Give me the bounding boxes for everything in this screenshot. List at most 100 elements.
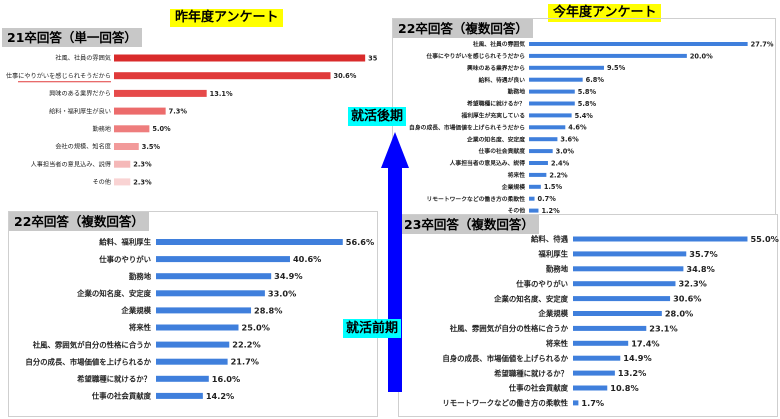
bar xyxy=(529,101,575,106)
category-label: 給料、待遇が良い xyxy=(479,76,526,84)
bar xyxy=(573,296,671,302)
category-label: 勤務地 xyxy=(508,88,526,96)
category-label: 企業規模 xyxy=(501,183,525,191)
category-label: 企業規模 xyxy=(120,306,151,315)
category-label: 希望職種に就けるか？ xyxy=(493,369,568,378)
category-label: 希望職種に就けるか？ xyxy=(467,100,525,108)
category-label: 将来性 xyxy=(546,339,569,348)
value-label: 2.4% xyxy=(551,159,570,167)
category-label: 社風、雰囲気が自分の性格に合うか xyxy=(449,324,569,333)
bar xyxy=(114,160,131,168)
chart-23-panel: 23卒回答（複数回答） 給料、待遇 55.0% 福利厚生 35.7% 勤務地 34.8% 仕… xyxy=(398,214,779,417)
this-year-heading: 今年度アンケート xyxy=(548,4,662,22)
bar xyxy=(529,172,547,177)
category-label: 社風、雰囲気が自分の性格に合うか xyxy=(32,340,152,349)
category-label: 勤務地 xyxy=(129,272,152,281)
bar xyxy=(573,385,608,391)
value-label: 35.5% xyxy=(368,54,378,62)
arrow-head xyxy=(381,132,409,168)
chart-22b: 社風、社員の雰囲気 27.7% 仕事にやりがいを感じられそうだから 20.0% 興味のあ… xyxy=(409,40,774,215)
bar xyxy=(529,125,566,130)
bar xyxy=(529,89,575,94)
chart-22a: 給料、福利厚生 56.6% 仕事のやりがい 40.6% 勤務地 34.9% 企業の知名度、安… xyxy=(25,237,374,401)
category-label: 仕事のやりがい xyxy=(98,255,151,264)
chart-22a-panel: 22卒回答（複数回答） 給料、福利厚生 56.6% 仕事のやりがい 40.6% 勤務地 3… xyxy=(8,211,378,417)
bar xyxy=(114,125,150,133)
value-label: 7.3% xyxy=(169,107,188,115)
category-label: 自身の成長、市場価値を上げられるか xyxy=(442,354,568,363)
category-label: 企業の知名度、安定度 xyxy=(466,135,525,143)
category-label: 勤務地 xyxy=(92,125,111,133)
bar xyxy=(529,65,604,70)
bar xyxy=(573,311,662,316)
bar xyxy=(573,325,647,331)
value-label: 2.2% xyxy=(549,171,568,179)
category-label: その他 xyxy=(508,207,526,215)
value-label: 25.0% xyxy=(242,322,270,332)
value-label: 30.6% xyxy=(333,72,356,80)
category-label: 給料、福利厚生 xyxy=(99,238,151,247)
arrow-shaft xyxy=(388,166,402,392)
value-label: 2.3% xyxy=(133,178,152,186)
category-label: 社風、社員の雰囲気 xyxy=(472,40,525,48)
category-label: 企業の知名度、安定度 xyxy=(76,289,152,298)
bar xyxy=(529,137,558,142)
value-label: 3.5% xyxy=(142,143,161,151)
bar xyxy=(114,89,207,97)
value-label: 10.8% xyxy=(610,383,638,393)
value-label: 16.0% xyxy=(212,374,240,384)
value-label: 20.0% xyxy=(690,52,713,60)
bar xyxy=(573,266,684,272)
category-label: リモートワークなどの働き方の柔軟性 xyxy=(442,399,568,408)
value-label: 3.6% xyxy=(560,136,579,144)
bar xyxy=(114,107,166,115)
bar xyxy=(156,290,265,297)
value-label: 5.8% xyxy=(578,88,597,96)
chart-22b-title: 22卒回答（複数回答） xyxy=(393,19,533,38)
category-label: 希望職種に就けるか？ xyxy=(76,374,151,383)
value-label: 35.7% xyxy=(689,249,717,259)
chart-21-panel: 21卒回答（単一回答） 社風、社員の雰囲気 35.5% 仕事にやりがいを感じられそう… xyxy=(2,28,378,198)
value-label: 5.8% xyxy=(578,100,597,108)
bar xyxy=(156,324,239,331)
value-label: 34.8% xyxy=(686,264,714,274)
value-label: 5.4% xyxy=(575,112,594,120)
value-label: 14.2% xyxy=(206,391,234,401)
category-label: 福利厚生が充実している xyxy=(460,111,525,119)
early-phase-label: 就活前期 xyxy=(343,319,402,338)
bar xyxy=(156,239,343,245)
category-label: 社風、社員の雰囲気 xyxy=(55,54,111,62)
bar xyxy=(573,370,615,376)
timeline-arrow xyxy=(381,132,409,392)
value-label: 9.5% xyxy=(607,64,626,72)
value-label: 27.7% xyxy=(751,40,774,48)
bar xyxy=(573,236,748,242)
category-label: 給料・福利厚生が良い xyxy=(49,107,111,115)
bar xyxy=(156,273,272,280)
value-label: 5.0% xyxy=(152,125,171,133)
bar xyxy=(529,77,583,82)
bar xyxy=(156,358,228,365)
value-label: 2.3% xyxy=(133,161,152,169)
category-label: 会社の規模、知名度 xyxy=(55,143,111,151)
value-label: 13.2% xyxy=(618,368,646,378)
value-label: 40.6% xyxy=(293,254,321,264)
value-label: 33.0% xyxy=(268,288,296,298)
bar xyxy=(573,355,621,361)
value-label: 1.5% xyxy=(544,183,563,191)
bar xyxy=(529,208,539,213)
value-label: 34.9% xyxy=(274,271,302,281)
chart-21: 社風、社員の雰囲気 35.5% 仕事にやりがいを感じられそうだから 30.6% 興味のあ… xyxy=(6,54,378,186)
category-label: 仕事にやりがいを感じられそうだから xyxy=(6,72,111,80)
value-label: 32.3% xyxy=(678,279,706,289)
category-label: 仕事の社会貢献度 xyxy=(478,147,526,155)
value-label: 0.7% xyxy=(538,195,557,203)
chart-23-title: 23卒回答（複数回答） xyxy=(399,215,539,234)
value-label: 30.6% xyxy=(673,294,701,304)
value-label: 3.0% xyxy=(556,147,575,155)
category-label: 企業規模 xyxy=(537,309,568,318)
bar xyxy=(156,392,203,399)
value-label: 14.9% xyxy=(623,353,651,363)
chart-23: 給料、待遇 55.0% 福利厚生 35.7% 勤務地 34.8% 仕事のやりがい 32.3% 企… xyxy=(442,234,779,408)
category-label: 将来性 xyxy=(508,171,526,179)
